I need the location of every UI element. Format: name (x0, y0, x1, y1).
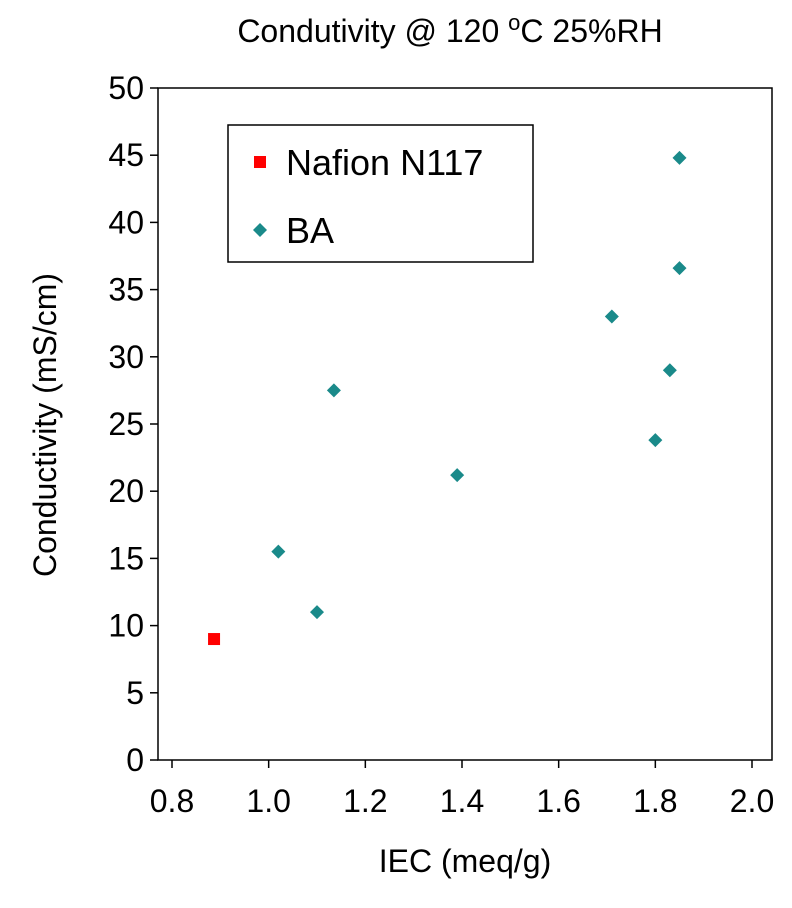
y-tick-label: 35 (108, 272, 144, 308)
x-tick-label: 1.0 (246, 783, 290, 819)
title-superscript: o (508, 10, 520, 35)
x-tick-label: 1.2 (343, 783, 387, 819)
data-point (662, 363, 677, 378)
data-point (604, 309, 619, 324)
y-tick-label: 50 (108, 70, 144, 106)
y-tick-label: 40 (108, 204, 144, 240)
x-tick-label: 1.8 (633, 783, 677, 819)
y-axis-title: Conductivity (mS/cm) (27, 273, 63, 577)
data-point (271, 544, 286, 559)
chart-title: Condutivity @ 120 oC 25%RH (237, 10, 662, 49)
data-point (310, 605, 324, 620)
x-tick-label: 1.6 (536, 783, 580, 819)
legend-marker (253, 223, 267, 237)
data-point (326, 383, 341, 398)
legend-label: Nafion N117 (286, 142, 483, 183)
data-point (672, 150, 687, 165)
data-point (208, 633, 221, 646)
y-tick-label: 0 (126, 742, 144, 778)
y-tick-label: 30 (108, 339, 144, 375)
legend-label: BA (286, 210, 334, 251)
x-tick-label: 2.0 (730, 783, 774, 819)
x-tick-label: 0.8 (150, 783, 194, 819)
y-tick-label: 5 (126, 675, 144, 711)
legend-marker (254, 156, 266, 168)
data-point (672, 261, 687, 276)
title-text: Condutivity @ 120 (237, 13, 508, 49)
x-tick-label: 1.4 (440, 783, 484, 819)
y-tick-label: 25 (108, 406, 144, 442)
y-tick-label: 15 (108, 540, 144, 576)
y-tick-label: 10 (108, 608, 144, 644)
legend-box (227, 124, 534, 263)
data-point (648, 433, 663, 448)
title-text: C 25%RH (520, 13, 662, 49)
x-axis-title: IEC (meq/g) (379, 843, 551, 879)
y-tick-label: 45 (108, 137, 144, 173)
y-tick-label: 20 (108, 473, 144, 509)
data-point (450, 468, 465, 483)
